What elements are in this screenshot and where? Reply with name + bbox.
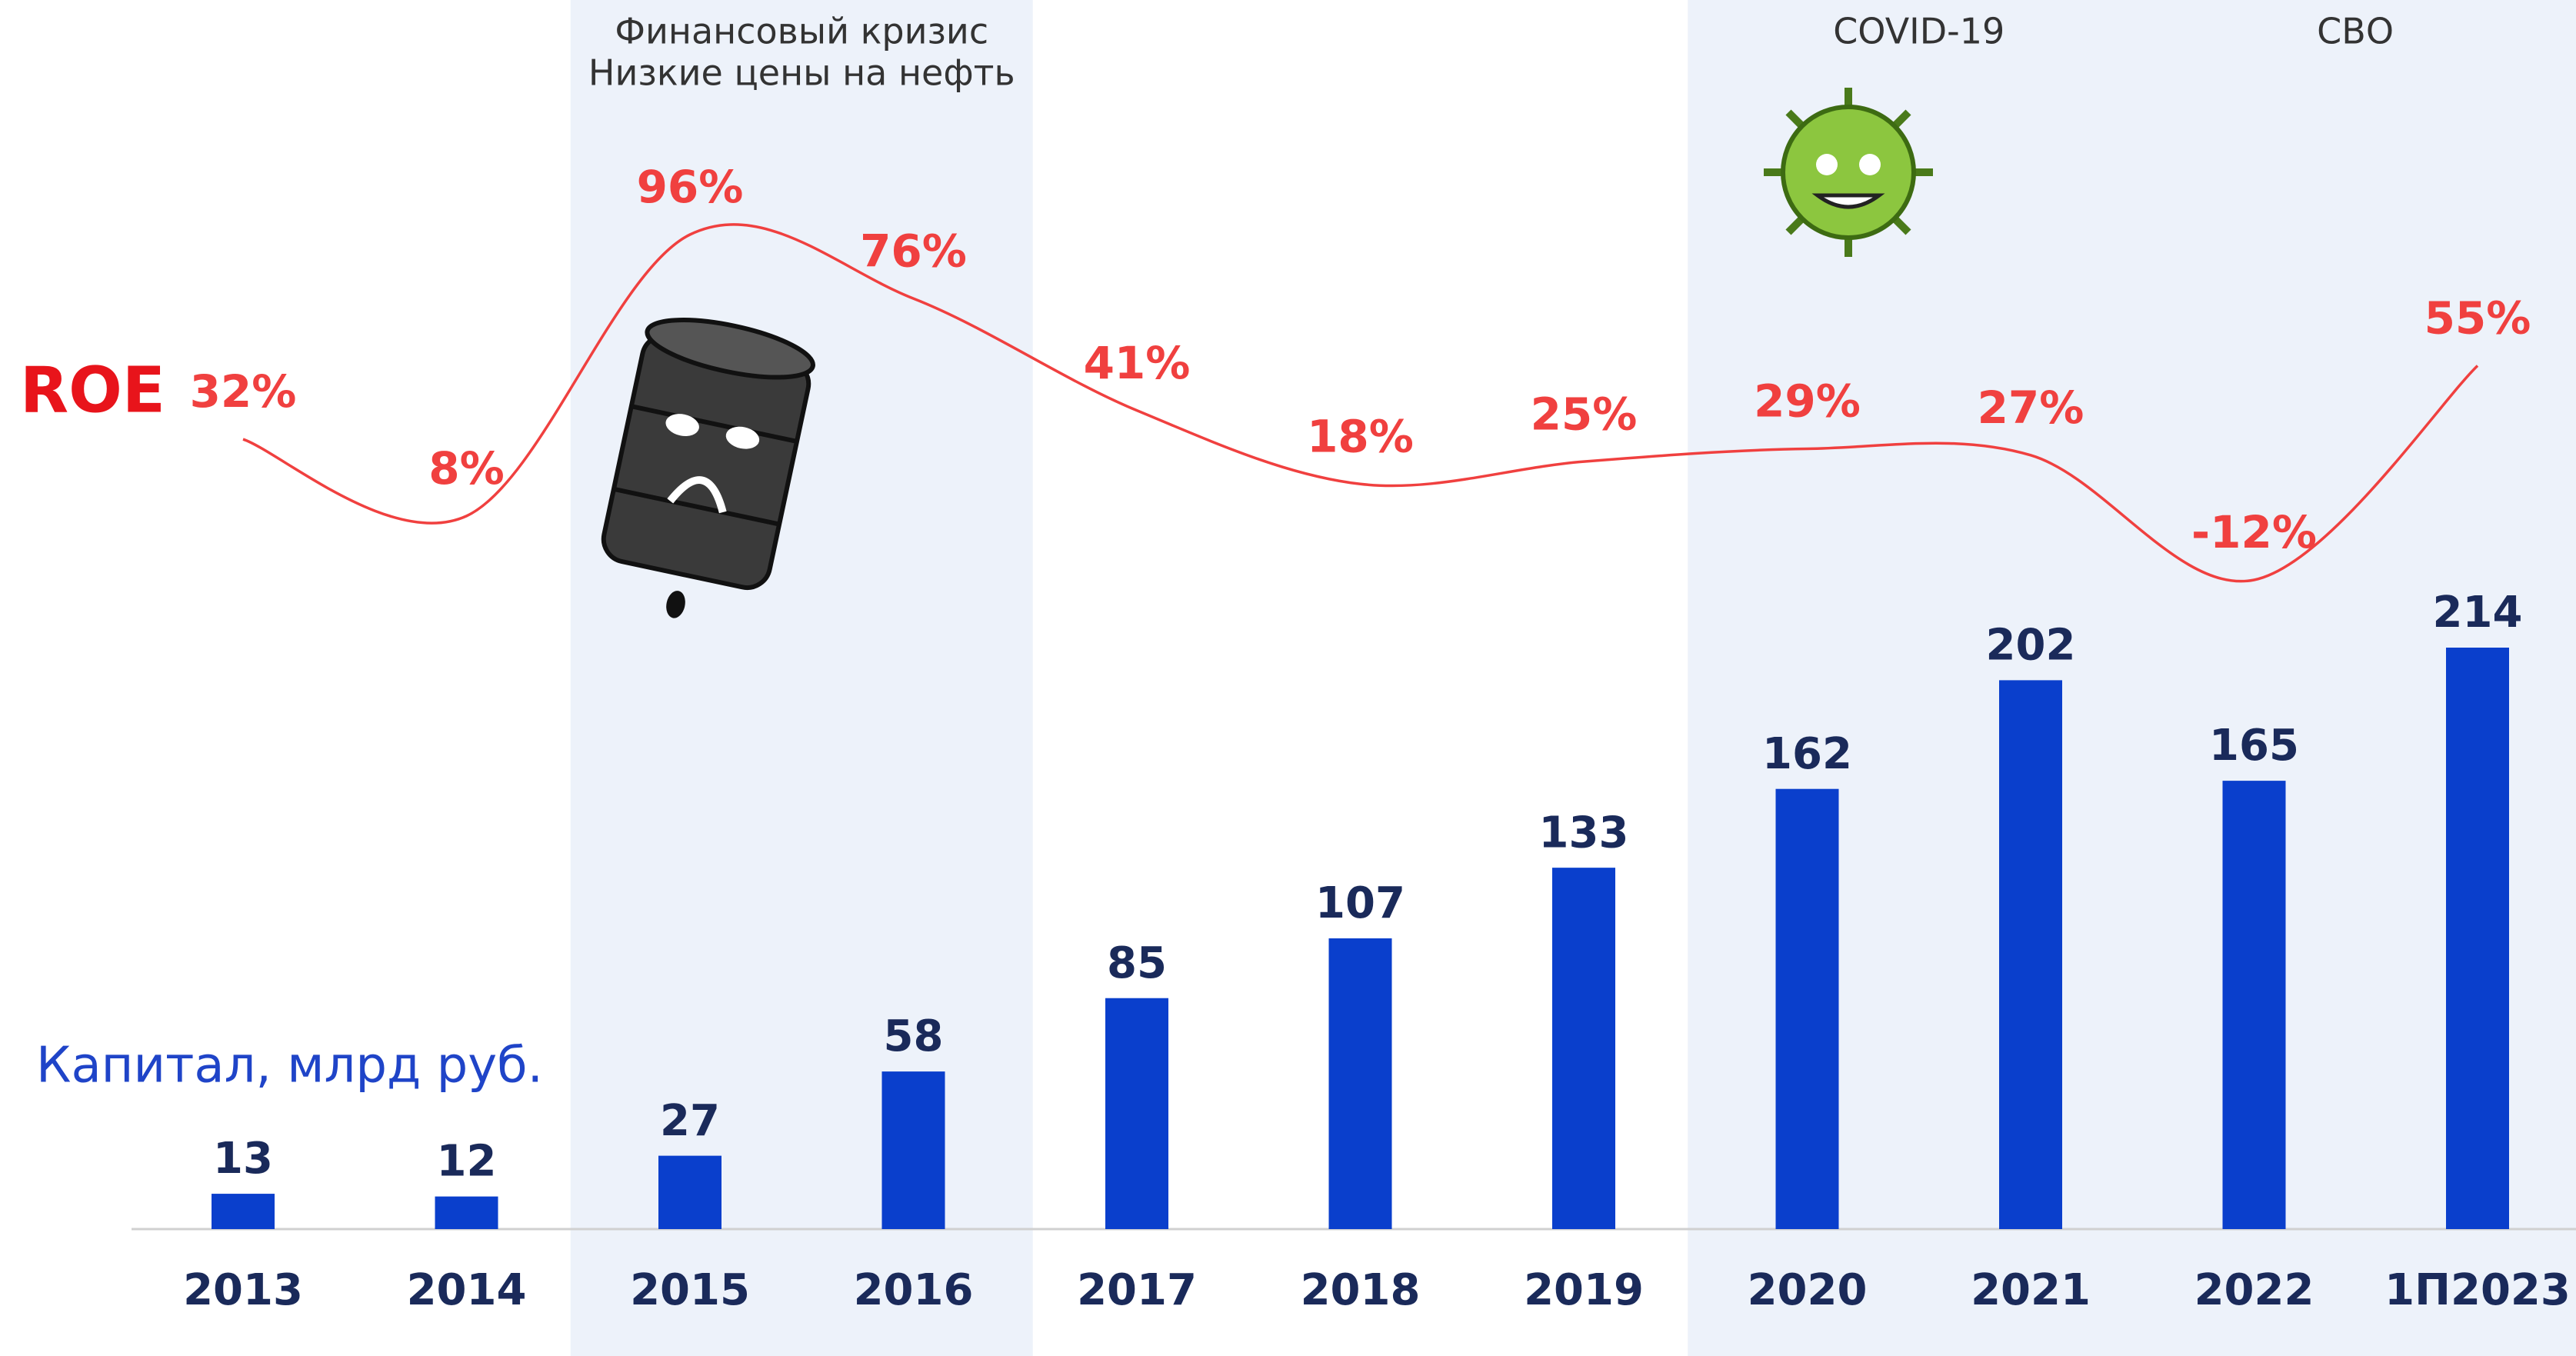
period-band — [2134, 0, 2576, 1356]
x-tick-label: 2018 — [1301, 1265, 1421, 1315]
roe-value-label: 27% — [1978, 381, 2084, 434]
bar-value-label: 162 — [1762, 729, 1852, 779]
x-tick-label: 2014 — [407, 1265, 527, 1315]
period-label: Низкие цены на нефть — [588, 52, 1015, 94]
bar — [1328, 938, 1392, 1229]
bar-value-label: 107 — [1315, 878, 1405, 928]
roe-value-label: 55% — [2424, 292, 2531, 345]
roe-value-label: -12% — [2191, 506, 2317, 558]
roe-value-label: 76% — [860, 225, 967, 277]
x-tick-label: 2016 — [854, 1265, 974, 1315]
roe-value-label: 25% — [1531, 388, 1638, 440]
roe-value-label: 18% — [1307, 410, 1414, 462]
bar — [2446, 648, 2509, 1229]
x-tick-label: 2020 — [1748, 1265, 1868, 1315]
period-label: СВО — [2317, 11, 2394, 52]
bar — [1105, 998, 1168, 1229]
virus-icon — [1764, 88, 1933, 257]
roe-value-label: 29% — [1754, 375, 1861, 428]
bar — [2222, 781, 2286, 1229]
x-tick-label: 2015 — [630, 1265, 750, 1315]
bar-value-label: 165 — [2209, 721, 2299, 771]
bar-value-label: 27 — [660, 1096, 720, 1146]
bar — [1775, 788, 1839, 1229]
x-tick-label: 2021 — [1971, 1265, 2091, 1315]
bar-value-label: 133 — [1539, 808, 1629, 858]
bar-value-label: 13 — [213, 1134, 273, 1184]
bar — [435, 1196, 498, 1229]
period-band — [570, 0, 1033, 1356]
x-tick-label: 2022 — [2194, 1265, 2314, 1315]
x-tick-label: 2019 — [1524, 1265, 1644, 1315]
roe-value-label: 41% — [1084, 337, 1191, 389]
bar-value-label: 202 — [1986, 621, 2076, 671]
bar-value-label: 12 — [437, 1137, 497, 1187]
bar — [881, 1071, 945, 1229]
bar — [658, 1155, 721, 1229]
roe-line — [242, 223, 2479, 583]
period-band — [1688, 0, 2151, 1356]
bar — [1999, 680, 2062, 1229]
roe-value-label: 32% — [190, 365, 297, 418]
x-tick-label: 2017 — [1077, 1265, 1197, 1315]
period-label: Финансовый кризис — [615, 11, 988, 52]
bar-value-label: 85 — [1107, 938, 1167, 988]
period-label: COVID-19 — [1833, 11, 2004, 52]
barrel-icon — [601, 318, 815, 618]
bar — [1552, 868, 1615, 1229]
roe-value-label: 96% — [637, 161, 744, 213]
bar-legend: Капитал, млрд руб. — [36, 1038, 543, 1094]
roe-value-label: 8% — [428, 442, 504, 495]
bar — [212, 1194, 275, 1229]
bar-value-label: 214 — [2433, 588, 2523, 638]
line-legend: ROE — [20, 354, 165, 427]
bar-value-label: 58 — [884, 1011, 944, 1061]
x-tick-label: 2013 — [183, 1265, 303, 1315]
x-tick-label: 1П2023 — [2384, 1265, 2571, 1315]
